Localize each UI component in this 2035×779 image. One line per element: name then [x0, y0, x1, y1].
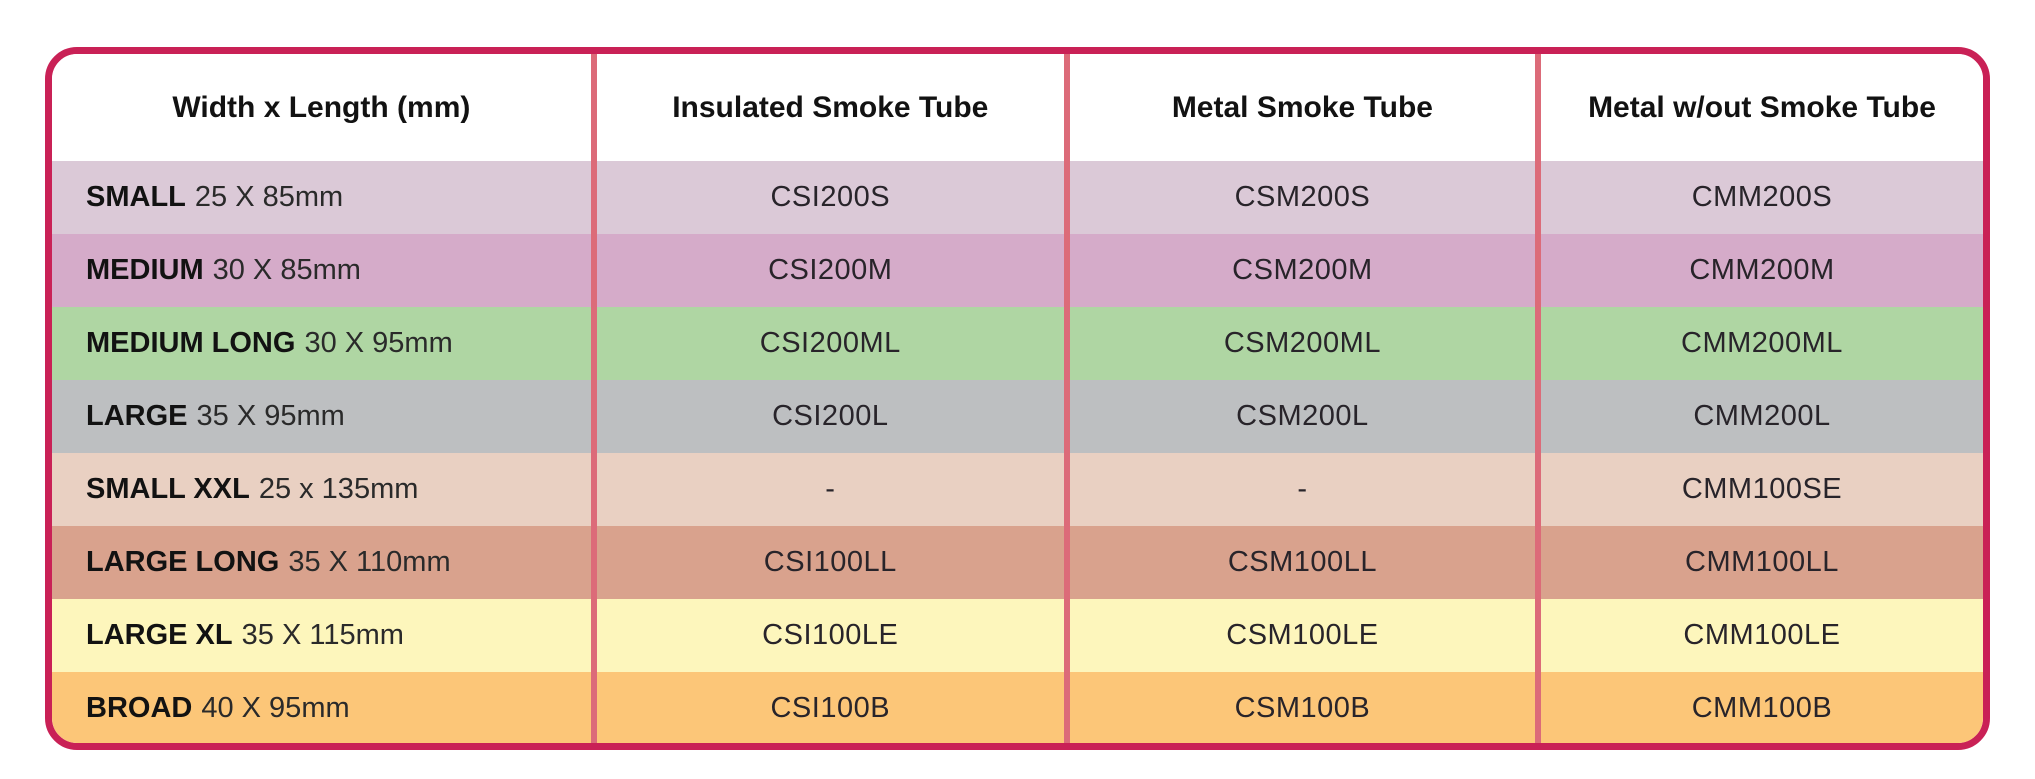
size-name: MEDIUM: [86, 254, 204, 286]
column-header-width-length: Width x Length (mm): [172, 90, 471, 124]
insulated-code-cell: CSI200M: [590, 234, 1064, 307]
table-row-broad: BROAD 40 X 95mm CSI100B CSM100B CMM100B: [52, 672, 1983, 743]
size-name: MEDIUM LONG: [86, 327, 296, 359]
table-row-large-long: LARGE LONG 35 X 110mm CSI100LL CSM100LL …: [52, 526, 1983, 599]
insulated-code-cell: CSI200L: [590, 380, 1064, 453]
size-name: BROAD: [86, 692, 193, 724]
metal-without-code-cell: CMM200M: [1534, 234, 1983, 307]
insulated-code-cell: CSI100LE: [590, 599, 1064, 672]
size-dimensions: 35 X 95mm: [196, 400, 345, 432]
metal-without-code-cell: CMM200S: [1534, 161, 1983, 234]
metal-without-code-cell: CMM100LL: [1534, 526, 1983, 599]
table-row-medium-long: MEDIUM LONG 30 X 95mm CSI200ML CSM200ML …: [52, 307, 1983, 380]
column-header-metal-smoke-tube: Metal Smoke Tube: [1063, 54, 1535, 161]
metal-code-cell: -: [1063, 453, 1535, 526]
size-name: SMALL: [86, 181, 186, 213]
metal-code-cell: CSM100LE: [1063, 599, 1535, 672]
metal-code-cell: CSM200S: [1063, 161, 1535, 234]
metal-without-code-cell: CMM100LE: [1534, 599, 1983, 672]
product-code-table: Width x Length (mm) Insulated Smoke Tube…: [45, 47, 1990, 750]
size-dimensions: 40 X 95mm: [201, 692, 350, 724]
column-header-insulated-smoke-tube: Insulated Smoke Tube: [590, 54, 1064, 161]
size-dimensions: 35 X 110mm: [288, 546, 451, 578]
insulated-code-cell: CSI200S: [590, 161, 1064, 234]
size-dimensions: 30 X 95mm: [304, 327, 453, 359]
size-name: LARGE LONG: [86, 546, 280, 578]
size-cell: LARGE LONG 35 X 110mm: [52, 526, 591, 599]
size-dimensions: 35 X 115mm: [241, 619, 404, 651]
metal-without-code-cell: CMM100SE: [1534, 453, 1983, 526]
table-row-small-xxl: SMALL XXL 25 x 135mm - - CMM100SE: [52, 453, 1983, 526]
insulated-code-cell: CSI200ML: [590, 307, 1064, 380]
size-dimensions: 25 x 135mm: [258, 473, 419, 505]
size-cell: SMALL XXL 25 x 135mm: [52, 453, 591, 526]
size-cell: LARGE XL 35 X 115mm: [52, 599, 591, 672]
metal-without-code-cell: CMM100B: [1534, 672, 1983, 743]
table-row-large-xl: LARGE XL 35 X 115mm CSI100LE CSM100LE CM…: [52, 599, 1983, 672]
size-cell: LARGE 35 X 95mm: [52, 380, 591, 453]
metal-code-cell: CSM100LL: [1063, 526, 1535, 599]
size-cell: MEDIUM LONG 30 X 95mm: [52, 307, 591, 380]
metal-code-cell: CSM200ML: [1063, 307, 1535, 380]
table-row-medium: MEDIUM 30 X 85mm CSI200M CSM200M CMM200M: [52, 234, 1983, 307]
table-row-small: SMALL 25 X 85mm CSI200S CSM200S CMM200S: [52, 161, 1983, 234]
size-name: LARGE: [86, 400, 188, 432]
table-header-row: Width x Length (mm) Insulated Smoke Tube…: [52, 54, 1983, 161]
insulated-code-cell: CSI100LL: [590, 526, 1064, 599]
insulated-code-cell: CSI100B: [590, 672, 1064, 743]
column-header-metal-without-smoke-tube: Metal w/out Smoke Tube: [1534, 54, 1983, 161]
metal-without-code-cell: CMM200L: [1534, 380, 1983, 453]
metal-code-cell: CSM100B: [1063, 672, 1535, 743]
size-cell: BROAD 40 X 95mm: [52, 672, 591, 743]
size-cell: MEDIUM 30 X 85mm: [52, 234, 591, 307]
metal-code-cell: CSM200L: [1063, 380, 1535, 453]
size-dimensions: 30 X 85mm: [212, 254, 361, 286]
insulated-code-cell: -: [590, 453, 1064, 526]
metal-code-cell: CSM200M: [1063, 234, 1535, 307]
size-name: SMALL XXL: [86, 473, 250, 505]
size-cell: SMALL 25 X 85mm: [52, 161, 591, 234]
size-dimensions: 25 X 85mm: [194, 181, 344, 213]
metal-without-code-cell: CMM200ML: [1534, 307, 1983, 380]
size-name: LARGE XL: [86, 619, 233, 651]
table-row-large: LARGE 35 X 95mm CSI200L CSM200L CMM200L: [52, 380, 1983, 453]
